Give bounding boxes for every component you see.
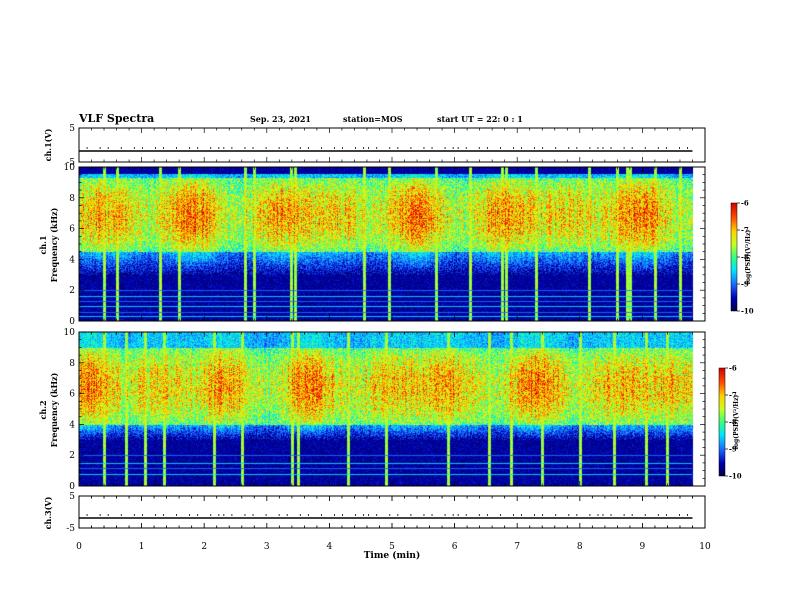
figure-title: VLF Spectra (78, 112, 154, 125)
ch2s-colorbar-frame (718, 367, 726, 477)
ch1s-ytick-label: 2 (69, 286, 75, 296)
x-tick-label: 7 (514, 542, 520, 552)
ch1-colorbar-label: log(PSD)(V²/Hz) (745, 230, 752, 285)
ch2-spectrogram-panel: ch.2 Frequency (kHz) log(PSD)(V²/Hz) (38, 332, 740, 486)
ch1v-frame (78, 127, 706, 163)
ch1-frequency-ylabel: Frequency (kHz) (49, 207, 59, 282)
ch2s-ytick-label: 0 (69, 482, 75, 492)
ch1s-colorbar-frame (730, 202, 738, 312)
x-tick-label: 9 (640, 542, 646, 552)
ch2s-colorbar-tick-label: -7 (729, 391, 737, 400)
ch1s-ytick-label: 8 (69, 194, 75, 204)
ch2-colorbar-label: log(PSD)(V²/Hz) (733, 395, 740, 450)
ch2s-colorbar-tick-label: -10 (729, 472, 742, 481)
x-tick-label: 10 (699, 542, 711, 552)
ch1-spectrogram-image (79, 167, 705, 321)
ch2s-colorbar-tick-label: -8 (729, 418, 737, 427)
ch1s-ytick-label: 0 (69, 317, 75, 327)
ch1s-ytick-label: 6 (69, 225, 75, 235)
ch3v-ytick-label: -5 (66, 524, 75, 534)
ch2s-colorbar-tick-label: -6 (729, 364, 737, 373)
ch1s-colorbar-tick-label: -10 (741, 307, 754, 316)
ch1s-colorbar-tick-label: -9 (741, 280, 749, 289)
x-tick-label: 3 (264, 542, 270, 552)
ch1-spectrogram-panel: ch.1 Frequency (kHz) log(PSD)(V²/Hz) (38, 167, 752, 321)
header-date: Sep. 23, 2021 (250, 114, 311, 124)
x-tick-label: 1 (139, 542, 145, 552)
x-tick-label: 4 (327, 542, 333, 552)
axes-layer: 5-55-50246810-6-7-8-9-100246810-6-7-8-9-… (64, 124, 754, 552)
x-tick-label: 6 (452, 542, 458, 552)
ch2-spectrogram-image (79, 332, 705, 486)
ch1s-ytick-label: 10 (64, 163, 76, 173)
ch1-label: ch.1 (38, 235, 48, 254)
ch2s-ytick-label: 2 (69, 451, 75, 461)
x-tick-label: 5 (389, 542, 395, 552)
ch2s-ytick-label: 6 (69, 390, 75, 400)
ch1v-ytick-label: 5 (69, 124, 75, 134)
header-start-time: start UT = 22: 0 : 1 (437, 114, 523, 124)
x-axis-label: Time (min) (364, 550, 421, 561)
ch1-voltage-panel: ch.1(V) (43, 128, 53, 161)
ch1s-ytick-label: 4 (69, 255, 75, 265)
ch1s-colorbar-tick-label: -8 (741, 253, 749, 262)
x-tick-label: 8 (577, 542, 583, 552)
x-tick-label: 2 (201, 542, 207, 552)
ch1-voltage-ylabel: ch.1(V) (43, 128, 53, 161)
ch2s-colorbar-tick-label: -9 (729, 445, 737, 454)
header-station: station=MOS (343, 114, 403, 124)
ch1-colorbar (731, 203, 737, 311)
ch1s-colorbar-tick-label: -6 (741, 199, 749, 208)
ch2-label: ch.2 (38, 400, 48, 419)
ch3v-ytick-label: 5 (69, 492, 75, 502)
ch2-frequency-ylabel: Frequency (kHz) (49, 372, 59, 447)
x-tick-label: 0 (76, 542, 82, 552)
ch2-colorbar (719, 368, 725, 476)
ch1v-ytick-label: -5 (66, 158, 75, 168)
ch2s-ytick-label: 8 (69, 359, 75, 369)
ch1s-colorbar-tick-label: -7 (741, 226, 749, 235)
ch2s-ytick-label: 10 (64, 328, 76, 338)
ch3-voltage-panel: ch.3(V) (43, 496, 53, 529)
ch2s-ytick-label: 4 (69, 420, 75, 430)
ch3-voltage-ylabel: ch.3(V) (43, 496, 53, 529)
